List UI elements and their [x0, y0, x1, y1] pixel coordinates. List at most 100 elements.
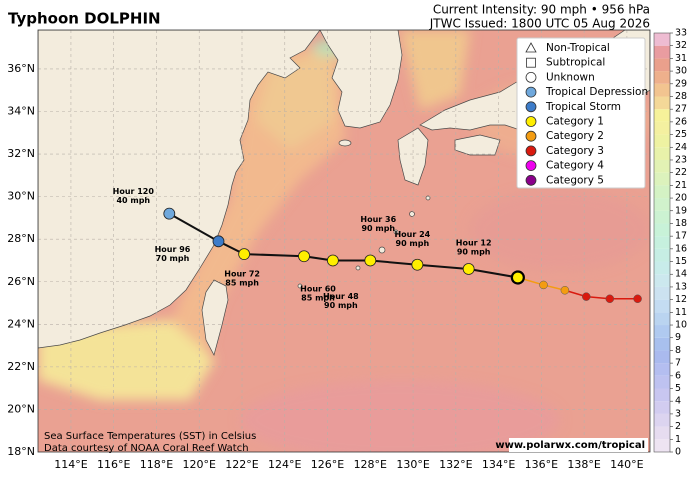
colorbar-cell: [654, 198, 670, 211]
forecast-time: Hour 36: [360, 215, 396, 224]
track-segment: [244, 253, 305, 258]
legend-label: Category 1: [546, 116, 604, 128]
forecast-position: [411, 258, 424, 271]
legend-symbol: [525, 116, 537, 127]
colorbar-cell: [654, 147, 670, 160]
issued: JTWC Issued: 1800 UTC 05 Aug 2026: [429, 17, 650, 31]
colorbar-tick-label: 14: [675, 269, 687, 280]
lat-tick-label: 26°N: [7, 275, 35, 288]
legend-symbol: [525, 130, 537, 142]
colorbar-tick-label: 12: [675, 294, 687, 305]
colorbar-cell: [654, 261, 670, 275]
lon-tick-label: 128°E: [354, 458, 387, 471]
colorbar-cell: [654, 71, 670, 84]
colorbar-tick-label: 9: [675, 332, 681, 343]
colorbar-cell: [654, 109, 670, 122]
colorbar-cell: [654, 45, 670, 59]
colorbar-cell: [654, 439, 670, 452]
lon-tick-label: 130°E: [396, 458, 429, 471]
lon-tick-label: 124°E: [268, 458, 301, 471]
legend-label: Category 5: [546, 174, 604, 186]
past-position: [582, 292, 591, 301]
forecast-time: Hour 12: [456, 238, 492, 247]
legend-label: Non-Tropical: [546, 42, 610, 54]
past-position: [633, 294, 642, 304]
colorbar-tick-label: 25: [675, 129, 687, 140]
colorbar-cell: [654, 83, 670, 97]
legend-label: Subtropical: [546, 57, 605, 69]
colorbar-tick-label: 13: [675, 281, 687, 292]
lat-tick-label: 22°N: [7, 360, 35, 373]
legend-symbol: [525, 86, 537, 98]
colorbar-cell: [654, 401, 670, 414]
website: www.polarwx.com/tropical: [495, 440, 645, 451]
lon-tick-label: 116°E: [97, 458, 130, 471]
forecast-time: Hour 72: [224, 270, 260, 279]
forecast-wind: 70 mph: [156, 254, 190, 263]
colorbar-cell: [654, 337, 670, 351]
lon-tick-label: 140°E: [610, 458, 643, 471]
source-note: Data courtesy of NOAA Coral Reef Watch: [44, 443, 249, 454]
colorbar-cell: [654, 286, 670, 300]
past-position: [539, 280, 548, 290]
colorbar-tick-label: 22: [675, 167, 687, 178]
korea: [319, 30, 403, 129]
forecast-time: Hour 120: [113, 187, 155, 196]
forecast-wind: 90 mph: [457, 247, 491, 256]
forecast-wind: 85 mph: [301, 294, 335, 303]
lon-tick-label: 126°E: [311, 458, 344, 471]
colorbar-cell: [654, 185, 670, 199]
forecast-wind: 90 mph: [396, 239, 430, 248]
track-segment: [168, 212, 219, 243]
legend-label: Tropical Storm: [545, 101, 621, 113]
colorbar-cell: [654, 58, 670, 72]
shikoku: [454, 134, 501, 156]
intensity: Current Intensity: 90 mph • 956 hPa: [433, 3, 650, 17]
colorbar-tick-label: 33: [675, 28, 687, 39]
forecast-position: [238, 248, 251, 260]
website-box: [509, 438, 648, 452]
colorbar-tick-label: 1: [675, 434, 681, 445]
colorbar-tick-label: 4: [675, 396, 681, 407]
colorbar-tick-label: 29: [675, 78, 687, 89]
forecast-position: [298, 250, 310, 263]
colorbar-tick-label: 32: [675, 40, 687, 51]
colorbar-frame: [653, 32, 671, 453]
legend-symbol: [526, 57, 536, 68]
lat-tick-label: 36°N: [7, 62, 35, 75]
colorbar-cell: [654, 363, 670, 376]
colorbar-tick-label: 11: [675, 307, 687, 318]
colorbar-tick-label: 27: [675, 104, 687, 115]
colorbar-cell: [654, 210, 670, 224]
lon-tick-label: 118°E: [140, 458, 173, 471]
colorbar-cell: [654, 134, 670, 148]
lon-tick-label: 114°E: [54, 458, 87, 471]
legend-symbol: [525, 160, 537, 172]
legend-box: [516, 37, 646, 189]
lat-tick-label: 30°N: [7, 190, 35, 203]
lat-tick-label: 18°N: [7, 445, 35, 458]
colorbar-tick-label: 21: [675, 180, 687, 191]
colorbar-cell: [654, 274, 670, 287]
colorbar-tick-label: 31: [675, 53, 687, 64]
lon-tick-label: 120°E: [183, 458, 216, 471]
colorbar-tick-label: 20: [675, 193, 687, 204]
ryukyu-islands: [297, 195, 431, 289]
colorbar-tick-label: 30: [675, 66, 687, 77]
sst-field: [38, 30, 650, 452]
legend-symbol: [525, 145, 537, 157]
colorbar-tick-label: 8: [675, 345, 681, 356]
track-segment: [417, 263, 469, 270]
colorbar-cell: [654, 312, 670, 326]
lon-tick-label: 132°E: [439, 458, 472, 471]
legend-symbol: [525, 101, 537, 113]
colorbar-tick-label: 16: [675, 243, 687, 254]
colorbar-cell: [654, 388, 670, 402]
forecast-wind: 90 mph: [361, 224, 395, 233]
legend-label: Unknown: [546, 71, 595, 83]
colorbar-cell: [654, 172, 670, 186]
legend-label: Category 2: [546, 130, 604, 142]
track-segment: [468, 267, 519, 279]
colorbar-cell: [654, 96, 670, 110]
